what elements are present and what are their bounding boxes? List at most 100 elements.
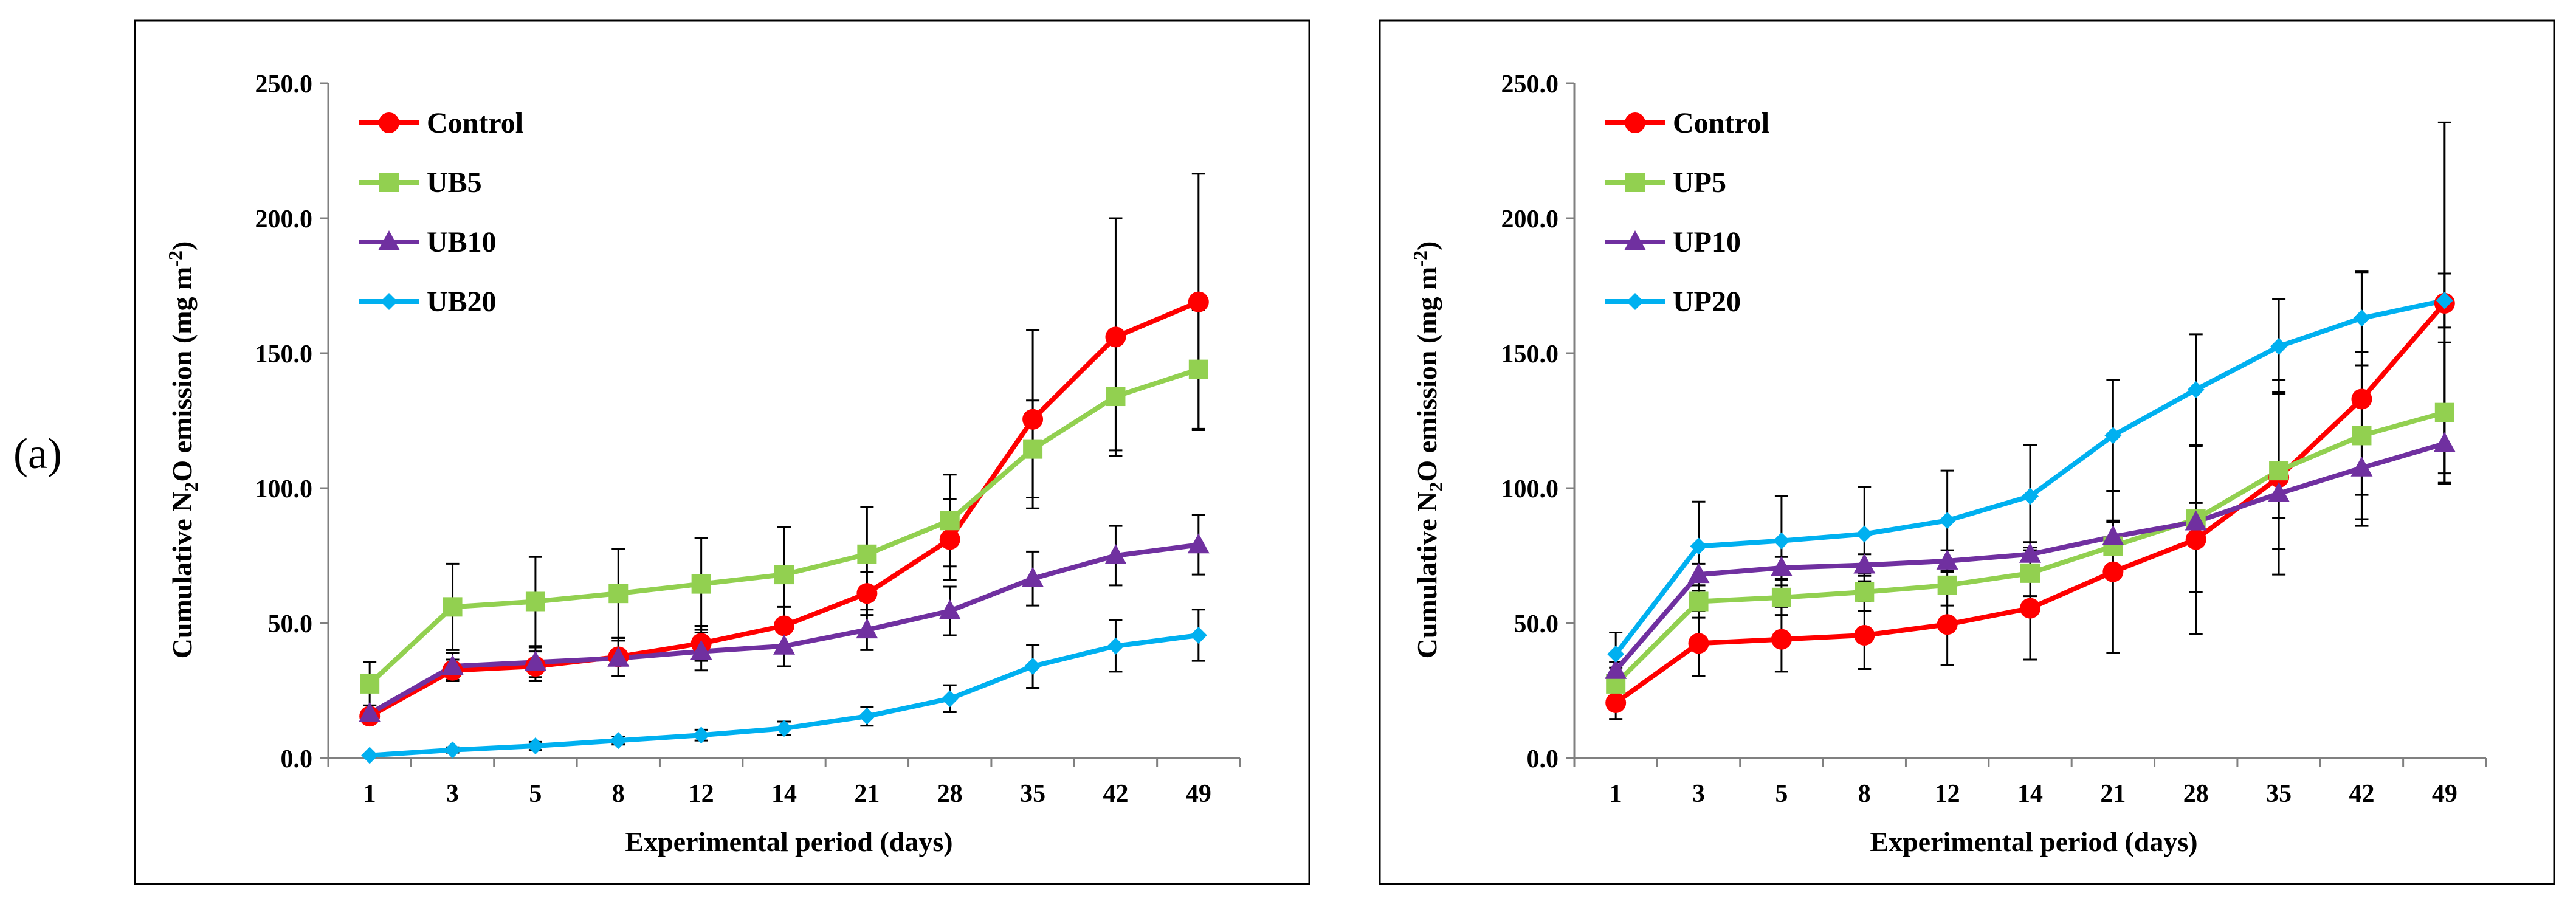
data-point-ub10 xyxy=(690,640,712,660)
legend-label: UP20 xyxy=(1673,286,1741,318)
data-point-up20 xyxy=(2022,488,2039,505)
legend-marker xyxy=(1625,112,1645,133)
y-tick-label: 100.0 xyxy=(255,475,313,503)
data-point-ub5 xyxy=(940,511,960,531)
y-axis-label: Cumulative N2O emission (mg m-2) xyxy=(1409,241,1447,659)
data-point-up10 xyxy=(1687,563,1710,584)
y-axis-label: Cumulative N2O emission (mg m-2) xyxy=(164,241,202,659)
data-point-up10 xyxy=(1853,553,1876,574)
y-tick-label: 50.0 xyxy=(1514,610,1559,638)
x-tick-label: 8 xyxy=(1858,780,1871,808)
y-tick-label: 100.0 xyxy=(1501,475,1559,503)
data-point-up10 xyxy=(2433,432,2456,452)
x-tick-label: 8 xyxy=(612,780,625,808)
data-point-control xyxy=(939,529,960,550)
chart-frame xyxy=(1379,19,2555,885)
data-point-ub10 xyxy=(607,646,630,667)
data-point-ub5 xyxy=(857,544,877,564)
figure-label: (a) xyxy=(13,429,62,478)
data-point-ub5 xyxy=(774,565,794,585)
data-point-ub10 xyxy=(1022,567,1044,587)
data-point-up5 xyxy=(1937,575,1957,595)
data-point-control xyxy=(856,583,878,604)
data-point-up20 xyxy=(2104,427,2122,444)
x-tick-label: 28 xyxy=(2183,780,2209,808)
data-point-control xyxy=(1771,629,1792,650)
data-point-up10 xyxy=(2185,510,2207,531)
data-point-up5 xyxy=(2434,402,2454,422)
legend-marker xyxy=(379,173,399,192)
data-point-ub5 xyxy=(525,591,545,612)
data-point-up5 xyxy=(2269,461,2289,481)
x-tick-label: 14 xyxy=(2017,780,2043,808)
data-point-ub10 xyxy=(441,655,464,675)
x-tick-label: 21 xyxy=(854,780,880,808)
data-point-up5 xyxy=(2020,563,2040,583)
data-point-ub5 xyxy=(691,574,711,594)
y-tick-label: 250.0 xyxy=(255,71,313,98)
data-point-ub20 xyxy=(1107,637,1124,655)
data-point-up10 xyxy=(1770,556,1793,576)
legend-marker xyxy=(1627,293,1644,310)
legend-label: UP5 xyxy=(1673,167,1726,199)
x-tick-label: 1 xyxy=(363,780,376,808)
data-point-ub20 xyxy=(692,726,710,744)
y-tick-label: 250.0 xyxy=(1501,71,1559,98)
data-point-ub20 xyxy=(1190,626,1207,644)
data-point-ub20 xyxy=(526,737,544,755)
data-point-up20 xyxy=(2353,309,2371,327)
x-tick-label: 42 xyxy=(1103,780,1128,808)
data-point-control xyxy=(2020,598,2040,619)
data-point-ub5 xyxy=(608,584,629,604)
data-point-control xyxy=(1937,614,1958,635)
y-tick-label: 0.0 xyxy=(1527,745,1559,773)
data-point-up5 xyxy=(2352,426,2372,446)
data-point-up20 xyxy=(1856,525,1873,543)
data-point-ub20 xyxy=(1024,658,1042,675)
x-tick-label: 3 xyxy=(1692,780,1705,808)
data-point-ub10 xyxy=(856,618,878,639)
data-point-control xyxy=(1022,409,1044,430)
x-tick-label: 1 xyxy=(1610,780,1622,808)
data-point-ub20 xyxy=(610,732,627,750)
y-tick-label: 150.0 xyxy=(1501,340,1559,368)
data-point-control xyxy=(1854,624,1875,646)
data-point-up20 xyxy=(1938,512,1956,529)
x-axis-label: Experimental period (days) xyxy=(1870,826,2197,857)
y-tick-label: 0.0 xyxy=(281,745,313,773)
data-point-up10 xyxy=(2268,481,2290,502)
data-point-up5 xyxy=(1689,591,1709,612)
y-tick-label: 200.0 xyxy=(1501,205,1559,233)
legend-label: Control xyxy=(1673,107,1769,139)
data-point-control xyxy=(1605,692,1627,713)
data-point-ub5 xyxy=(360,674,380,694)
legend-label: Control xyxy=(427,107,523,139)
x-tick-label: 14 xyxy=(771,780,797,808)
x-tick-label: 3 xyxy=(446,780,459,808)
data-point-ub5 xyxy=(1188,359,1208,379)
legend-marker xyxy=(1624,230,1646,250)
data-point-ub10 xyxy=(1104,544,1127,564)
legend-label: UB10 xyxy=(427,226,497,258)
data-point-up5 xyxy=(1771,587,1791,607)
x-tick-label: 35 xyxy=(2266,780,2292,808)
data-point-up20 xyxy=(1607,646,1625,663)
data-point-ub20 xyxy=(858,708,876,725)
x-tick-label: 5 xyxy=(529,780,542,808)
legend-label: UB5 xyxy=(427,167,482,199)
y-tick-label: 50.0 xyxy=(268,610,313,638)
data-point-control xyxy=(1188,291,1209,312)
data-point-up10 xyxy=(1936,549,1958,570)
data-point-up10 xyxy=(2019,542,2041,563)
x-tick-label: 35 xyxy=(1020,780,1045,808)
y-tick-label: 150.0 xyxy=(255,340,313,368)
x-tick-label: 28 xyxy=(937,780,963,808)
data-point-ub10 xyxy=(938,599,961,620)
x-tick-label: 5 xyxy=(1775,780,1788,808)
x-axis-label: Experimental period (days) xyxy=(625,826,952,857)
data-point-ub20 xyxy=(444,741,461,759)
data-point-ub5 xyxy=(443,597,463,617)
data-point-up5 xyxy=(1855,582,1875,602)
x-tick-label: 42 xyxy=(2349,780,2374,808)
